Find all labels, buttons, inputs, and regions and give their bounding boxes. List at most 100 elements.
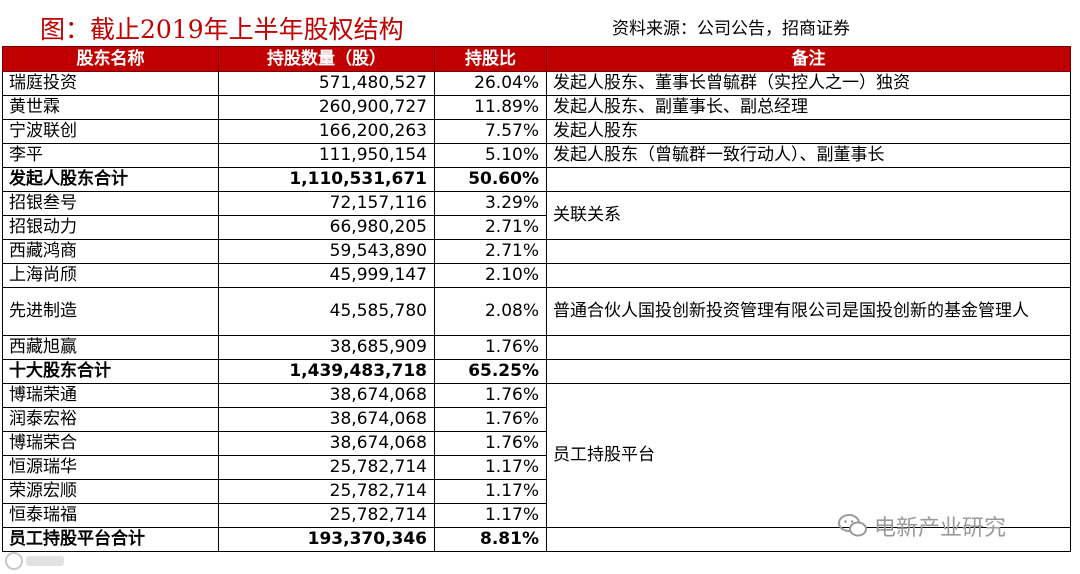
- table-row: 恒源瑞华 25,782,714 1.17%: [2, 455, 1071, 480]
- table-row: 博瑞荣合 38,674,068 1.76%: [2, 431, 1071, 456]
- percentage-cell: 2.71%: [434, 215, 547, 240]
- remark-cell: [546, 167, 1071, 192]
- shares-cell: 260,900,727: [218, 95, 435, 120]
- shares-cell: 111,950,154: [218, 143, 435, 168]
- percentage-cell: 1.76%: [434, 383, 547, 408]
- shareholder-name: 李平: [2, 143, 219, 168]
- shareholder-name: 西藏旭赢: [2, 335, 219, 360]
- shareholder-name: 先进制造: [2, 287, 219, 336]
- shareholder-name: 宁波联创: [2, 119, 219, 144]
- percentage-cell: 2.10%: [434, 263, 547, 288]
- shareholder-name: 博瑞荣合: [2, 431, 219, 456]
- subtotal-row: 员工持股平台合计 193,370,346 8.81%: [2, 527, 1071, 552]
- remark-cell: 员工持股平台: [546, 383, 1071, 528]
- header-percentage: 持股比: [434, 46, 547, 72]
- shares-cell: 59,543,890: [218, 239, 435, 264]
- shareholder-name: 西藏鸿商: [2, 239, 219, 264]
- shareholder-name: 荣源宏顺: [2, 479, 219, 504]
- table-row: 上海尚颀 45,999,147 2.10%: [2, 263, 1071, 288]
- table-row: 先进制造 45,585,780 2.08% 普通合伙人国投创新投资管理有限公司是…: [2, 287, 1071, 336]
- shareholder-name: 瑞庭投资: [2, 71, 219, 96]
- remark-cell: 发起人股东: [546, 119, 1071, 144]
- table-row: 博瑞荣通 38,674,068 1.76% 员工持股平台: [2, 383, 1071, 528]
- table-row: 恒泰瑞福 25,782,714 1.17%: [2, 503, 1071, 528]
- shareholder-name: 润泰宏裕: [2, 407, 219, 432]
- shareholder-name: 恒泰瑞福: [2, 503, 219, 528]
- shareholder-table: 股东名称 持股数量（股） 持股比 备注 瑞庭投资 571,480,527 26.…: [2, 46, 1071, 552]
- percentage-cell: 1.17%: [434, 503, 547, 528]
- shareholder-name: 招银叁号: [2, 191, 219, 216]
- header-shareholder-name: 股东名称: [2, 46, 219, 72]
- shares-cell: 193,370,346: [218, 527, 435, 552]
- subtotal-row: 十大股东合计 1,439,483,718 65.25%: [2, 359, 1071, 384]
- wechat-icon: [838, 513, 868, 539]
- table-row: 西藏鸿商 59,543,890 2.71%: [2, 239, 1071, 264]
- percentage-cell: 1.76%: [434, 407, 547, 432]
- subtotal-row: 发起人股东合计 1,110,531,671 50.60%: [2, 167, 1071, 192]
- table-row: 润泰宏裕 38,674,068 1.76%: [2, 407, 1071, 432]
- shareholder-name: 博瑞荣通: [2, 383, 219, 408]
- table-row: 招银叁号 72,157,116 3.29% 关联关系: [2, 191, 1071, 240]
- table-header-row: 股东名称 持股数量（股） 持股比 备注: [2, 46, 1071, 72]
- shareholder-name: 员工持股平台合计: [2, 527, 219, 552]
- shareholder-name: 招银动力: [2, 215, 219, 240]
- percentage-cell: 1.76%: [434, 335, 547, 360]
- shares-cell: 45,999,147: [218, 263, 435, 288]
- shares-cell: 38,674,068: [218, 407, 435, 432]
- remark-cell: 关联关系: [546, 191, 1071, 240]
- shareholder-name: 恒源瑞华: [2, 455, 219, 480]
- remark-cell: 发起人股东、副董事长、副总经理: [546, 95, 1071, 120]
- shares-cell: 1,439,483,718: [218, 359, 435, 384]
- table-row: 西藏旭赢 38,685,909 1.76%: [2, 335, 1071, 360]
- corner-logo-icon: [5, 552, 64, 570]
- shares-cell: 45,585,780: [218, 287, 435, 336]
- percentage-cell: 11.89%: [434, 95, 547, 120]
- shareholder-name: 发起人股东合计: [2, 167, 219, 192]
- header-remarks: 备注: [546, 46, 1071, 72]
- remark-cell: [546, 335, 1071, 360]
- source-note: 资料来源：公司公告，招商证券: [612, 19, 850, 39]
- percentage-cell: 2.08%: [434, 287, 547, 336]
- shares-cell: 72,157,116: [218, 191, 435, 216]
- shares-cell: 25,782,714: [218, 503, 435, 528]
- remark-cell: 发起人股东、董事长曾毓群（实控人之一）独资: [546, 71, 1071, 96]
- remark-cell: [546, 527, 1071, 552]
- percentage-cell: 65.25%: [434, 359, 547, 384]
- shareholder-name: 十大股东合计: [2, 359, 219, 384]
- percentage-cell: 1.17%: [434, 455, 547, 480]
- shares-cell: 571,480,527: [218, 71, 435, 96]
- shares-cell: 38,674,068: [218, 383, 435, 408]
- table-row: 宁波联创 166,200,263 7.57% 发起人股东: [2, 119, 1071, 144]
- remark-cell: 发起人股东（曾毓群一致行动人）、副董事长: [546, 143, 1071, 168]
- shares-cell: 38,674,068: [218, 431, 435, 456]
- shares-cell: 166,200,263: [218, 119, 435, 144]
- shares-cell: 25,782,714: [218, 455, 435, 480]
- shareholder-name: 上海尚颀: [2, 263, 219, 288]
- percentage-cell: 5.10%: [434, 143, 547, 168]
- percentage-cell: 1.76%: [434, 431, 547, 456]
- shares-cell: 38,685,909: [218, 335, 435, 360]
- header-shares: 持股数量（股）: [218, 46, 435, 72]
- watermark-text: 电新产业研究: [874, 516, 1007, 541]
- percentage-cell: 50.60%: [434, 167, 547, 192]
- remark-cell: 普通合伙人国投创新投资管理有限公司是国投创新的基金管理人: [546, 287, 1071, 336]
- table-row: 招银动力 66,980,205 2.71%: [2, 215, 1071, 240]
- shareholder-name: 黄世霖: [2, 95, 219, 120]
- table-row: 黄世霖 260,900,727 11.89% 发起人股东、副董事长、副总经理: [2, 95, 1071, 120]
- remark-cell: [546, 359, 1071, 384]
- table-row: 瑞庭投资 571,480,527 26.04% 发起人股东、董事长曾毓群（实控人…: [2, 71, 1071, 96]
- shares-cell: 1,110,531,671: [218, 167, 435, 192]
- percentage-cell: 8.81%: [434, 527, 547, 552]
- shares-cell: 25,782,714: [218, 479, 435, 504]
- percentage-cell: 3.29%: [434, 191, 547, 216]
- shares-cell: 66,980,205: [218, 215, 435, 240]
- table-row: 李平 111,950,154 5.10% 发起人股东（曾毓群一致行动人）、副董事…: [2, 143, 1071, 168]
- table-row: 荣源宏顺 25,782,714 1.17%: [2, 479, 1071, 504]
- percentage-cell: 1.17%: [434, 479, 547, 504]
- remark-cell: [546, 263, 1071, 288]
- percentage-cell: 2.71%: [434, 239, 547, 264]
- watermark: 电新产业研究: [838, 510, 1006, 542]
- percentage-cell: 7.57%: [434, 119, 547, 144]
- figure-title: 图：截止2019年上半年股权结构: [40, 15, 404, 44]
- percentage-cell: 26.04%: [434, 71, 547, 96]
